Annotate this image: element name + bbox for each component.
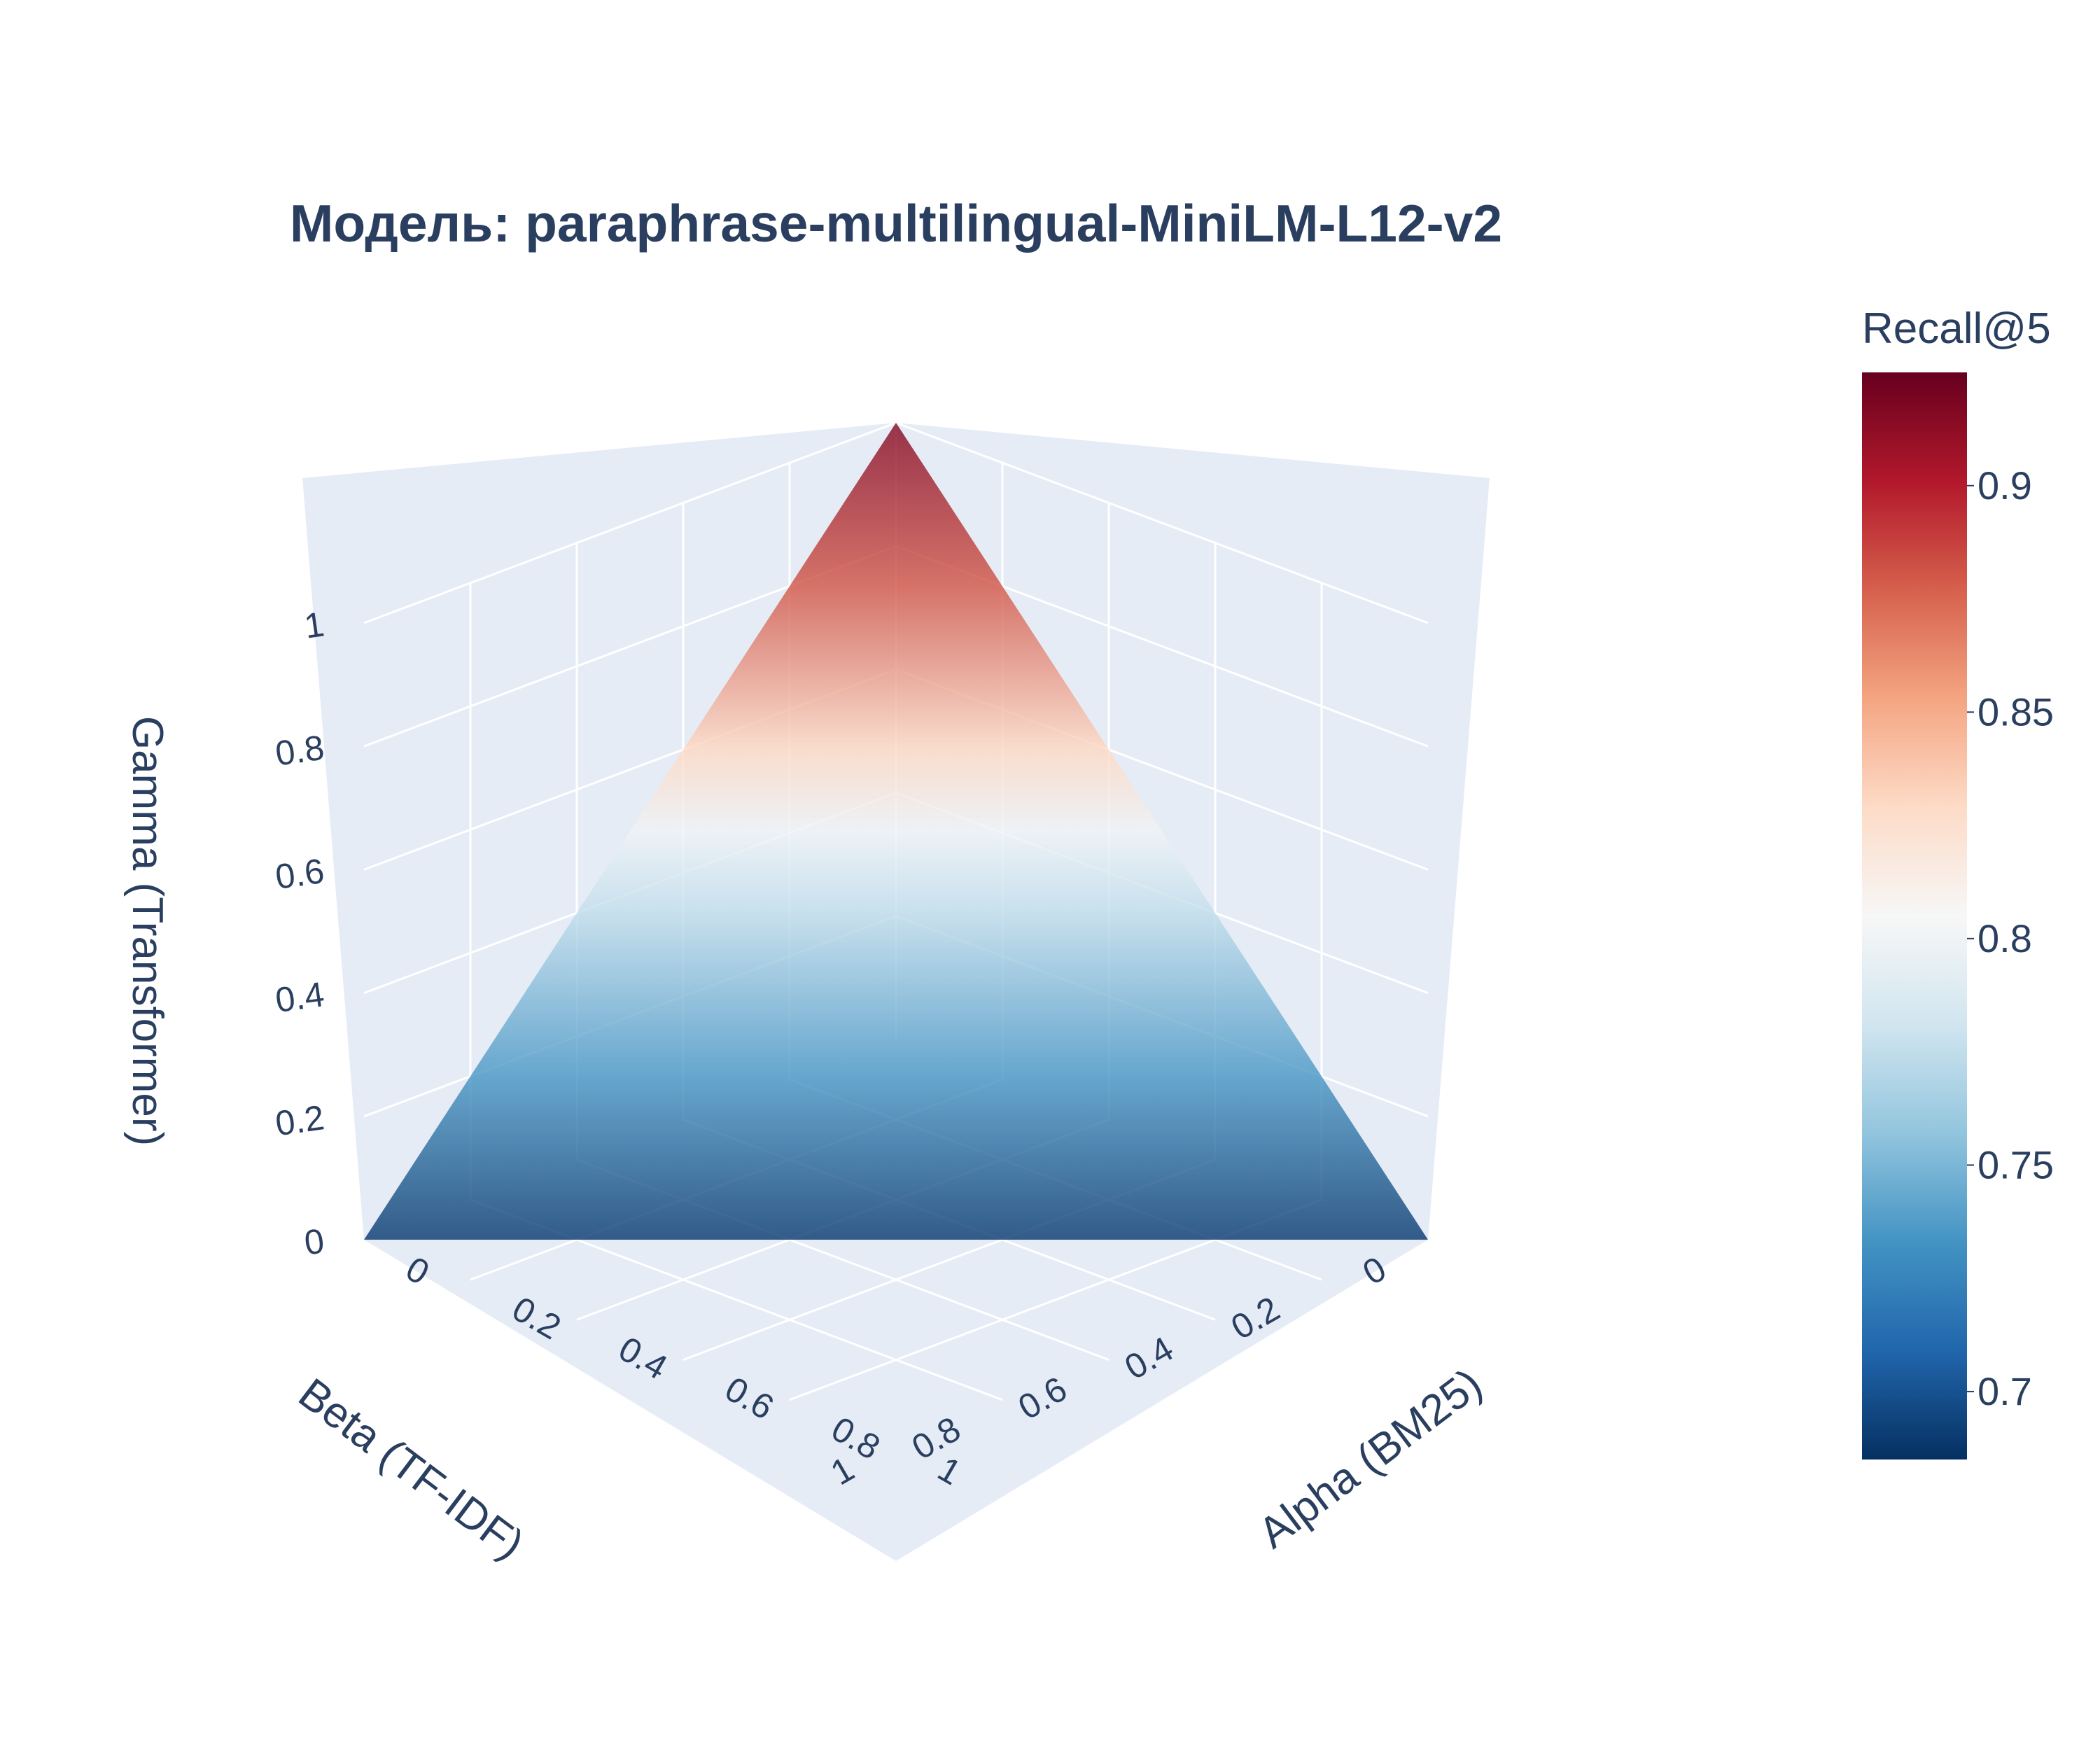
- chart-title: Модель: paraphrase-multilingual-MiniLM-L…: [290, 194, 1502, 253]
- colorbar-tick-label: 0.8: [1977, 916, 2032, 960]
- recall-surface: [364, 423, 1428, 1240]
- gamma-tick-label: 0.8: [273, 728, 327, 774]
- beta-axis-title: Beta (TF-IDF): [290, 1369, 533, 1569]
- colorbar-ticks: 0.7 0.75 0.8 0.85 0.9: [1967, 463, 2054, 1413]
- colorbar-tick-label: 0.75: [1977, 1142, 2054, 1186]
- gamma-tick-label: 0.4: [273, 974, 327, 1020]
- colorbar-tick-label: 0.85: [1977, 690, 2054, 734]
- gamma-tick-label: 0.2: [273, 1098, 327, 1143]
- gamma-tick-label: 0.6: [273, 851, 327, 897]
- gamma-tick-label: 0: [302, 1221, 326, 1262]
- gamma-axis-title: Gamma (Transformer): [123, 716, 172, 1146]
- colorbar-tick-label: 0.7: [1977, 1369, 2032, 1413]
- colorbar-tick-label: 0.9: [1977, 463, 2032, 507]
- alpha-axis-title: Alpha (BM25): [1250, 1359, 1491, 1558]
- colorbar: Recall@5 0.7 0.75 0.8 0.85 0.9: [1862, 304, 2054, 1460]
- colorbar-ramp: [1862, 372, 1967, 1460]
- colorbar-title: Recall@5: [1862, 304, 2051, 353]
- scene-3d[interactable]: 00.20.40.60.8100.20.40.60.8100.20.40.60.…: [123, 421, 1491, 1569]
